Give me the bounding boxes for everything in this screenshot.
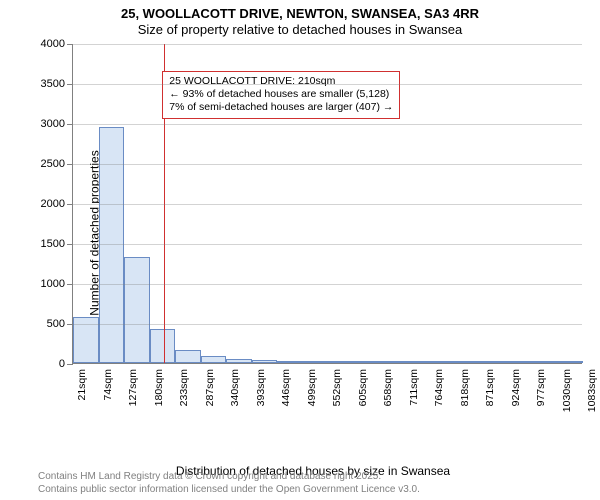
y-tick bbox=[67, 324, 73, 325]
histogram-bar bbox=[150, 329, 176, 363]
page-title-subtitle: Size of property relative to detached ho… bbox=[0, 22, 600, 38]
x-tick-label: 1030sqm bbox=[561, 369, 573, 412]
x-tick-label: 393sqm bbox=[255, 369, 267, 406]
y-tick-label: 500 bbox=[47, 318, 65, 330]
histogram-bar bbox=[532, 361, 558, 363]
y-tick-label: 3500 bbox=[41, 78, 65, 90]
x-tick-label: 711sqm bbox=[408, 369, 420, 406]
histogram-bar bbox=[303, 361, 329, 363]
histogram-bar bbox=[175, 350, 201, 363]
y-tick-label: 1500 bbox=[41, 238, 65, 250]
x-tick-label: 924sqm bbox=[510, 369, 522, 406]
x-tick-label: 977sqm bbox=[535, 369, 547, 406]
footer-line-2: Contains public sector information licen… bbox=[38, 484, 420, 497]
y-tick bbox=[67, 124, 73, 125]
gridline bbox=[73, 324, 582, 325]
gridline bbox=[73, 164, 582, 165]
histogram-bar bbox=[354, 361, 380, 363]
gridline bbox=[73, 284, 582, 285]
histogram-bar bbox=[201, 356, 227, 363]
y-tick-label: 2500 bbox=[41, 158, 65, 170]
y-tick bbox=[67, 244, 73, 245]
attribution-footer: Contains HM Land Registry data © Crown c… bbox=[38, 471, 420, 496]
x-tick-label: 658sqm bbox=[382, 369, 394, 406]
footer-line-1: Contains HM Land Registry data © Crown c… bbox=[38, 471, 420, 484]
x-tick-label: 764sqm bbox=[433, 369, 445, 406]
plot-area: 25 WOOLLACOTT DRIVE: 210sqm← 93% of deta… bbox=[72, 44, 582, 364]
histogram-bar bbox=[124, 257, 150, 363]
histogram-bar bbox=[430, 361, 456, 363]
gridline bbox=[73, 244, 582, 245]
x-tick-label: 127sqm bbox=[127, 369, 139, 406]
y-tick bbox=[67, 284, 73, 285]
callout-line: ← 93% of detached houses are smaller (5,… bbox=[169, 88, 393, 101]
page-title-address: 25, WOOLLACOTT DRIVE, NEWTON, SWANSEA, S… bbox=[0, 6, 600, 22]
histogram-chart: Number of detached properties 25 WOOLLAC… bbox=[38, 44, 588, 422]
callout-line: 7% of semi-detached houses are larger (4… bbox=[169, 101, 393, 114]
y-tick-label: 2000 bbox=[41, 198, 65, 210]
histogram-bar bbox=[252, 360, 278, 363]
y-tick bbox=[67, 44, 73, 45]
gridline bbox=[73, 204, 582, 205]
x-tick-label: 499sqm bbox=[306, 369, 318, 406]
y-tick-label: 3000 bbox=[41, 118, 65, 130]
histogram-bar bbox=[379, 361, 405, 363]
x-tick-label: 233sqm bbox=[178, 369, 190, 406]
y-tick-label: 1000 bbox=[41, 278, 65, 290]
reference-callout: 25 WOOLLACOTT DRIVE: 210sqm← 93% of deta… bbox=[162, 71, 400, 118]
x-tick-label: 74sqm bbox=[102, 369, 114, 401]
x-tick-label: 605sqm bbox=[357, 369, 369, 406]
histogram-bar bbox=[558, 361, 584, 363]
y-tick bbox=[67, 204, 73, 205]
x-tick-label: 340sqm bbox=[229, 369, 241, 406]
x-tick-label: 180sqm bbox=[153, 369, 165, 406]
y-tick-label: 0 bbox=[59, 358, 65, 370]
histogram-bar bbox=[456, 361, 482, 363]
x-tick-label: 871sqm bbox=[484, 369, 496, 406]
x-tick-label: 21sqm bbox=[76, 369, 88, 401]
y-tick bbox=[67, 84, 73, 85]
histogram-bar bbox=[328, 361, 354, 363]
x-tick-label: 287sqm bbox=[204, 369, 216, 406]
histogram-bar bbox=[481, 361, 507, 363]
callout-line: 25 WOOLLACOTT DRIVE: 210sqm bbox=[169, 75, 393, 88]
x-tick-label: 1083sqm bbox=[586, 369, 598, 412]
gridline bbox=[73, 44, 582, 45]
x-tick-label: 552sqm bbox=[331, 369, 343, 406]
histogram-bar bbox=[277, 361, 303, 363]
y-tick bbox=[67, 164, 73, 165]
x-tick-label: 446sqm bbox=[280, 369, 292, 406]
y-tick bbox=[67, 364, 73, 365]
histogram-bar bbox=[405, 361, 431, 363]
gridline bbox=[73, 84, 582, 85]
histogram-bar bbox=[99, 127, 125, 363]
gridline bbox=[73, 124, 582, 125]
x-tick-label: 818sqm bbox=[459, 369, 471, 406]
histogram-bar bbox=[226, 359, 252, 363]
y-tick-label: 4000 bbox=[41, 38, 65, 50]
histogram-bar bbox=[507, 361, 533, 363]
